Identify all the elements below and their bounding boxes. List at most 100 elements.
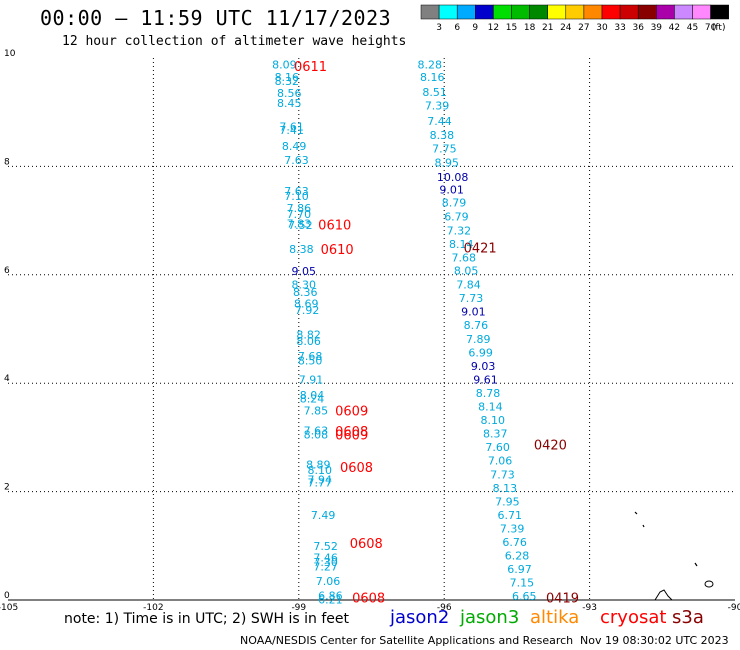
wave-height-label: 7.44 — [427, 115, 452, 128]
wave-height-label: 7.30 — [313, 556, 338, 569]
wave-height-label: 8.30 — [292, 279, 317, 292]
colorbar-label: 33 — [614, 23, 625, 33]
colorbar-swatch — [529, 4, 548, 20]
pass-time-label: 0421 — [464, 242, 497, 257]
wave-height-label: 7.06 — [316, 575, 341, 588]
wave-height-label: 8.38 — [289, 243, 314, 256]
legend-cryosat: cryosat — [600, 607, 667, 628]
wave-height-label: 8.10 — [308, 464, 333, 477]
wave-height-label: 6.21 — [318, 593, 343, 606]
legend-jason2: jason2 — [390, 607, 450, 628]
x-tick-label: -102 — [143, 603, 163, 613]
wave-height-label: 7.63 — [284, 154, 309, 167]
wave-height-label: 8.16 — [275, 71, 300, 84]
x-tick-label: -96 — [437, 603, 452, 613]
wave-height-label: 8.10 — [481, 414, 506, 427]
legend-jason3: jason3 — [460, 607, 520, 628]
pass-time-label: 0608 — [352, 591, 385, 606]
wave-height-label: 7.68 — [451, 251, 476, 264]
x-tick-label: -90 — [728, 603, 740, 613]
wave-height-label: 7.61 — [279, 120, 304, 133]
island-outline — [704, 580, 714, 588]
colorbar-swatch — [456, 4, 476, 20]
x-tick-label: -99 — [291, 603, 306, 613]
wave-height-label: 7.85 — [304, 404, 329, 417]
chart-title: 00:00 — 11:59 UTC 11/17/2023 — [40, 6, 392, 30]
wave-height-label: 7.91 — [299, 373, 324, 386]
wave-height-label: 7.52 — [313, 540, 338, 553]
wave-height-label: 7.89 — [466, 333, 491, 346]
pass-time-label: 0610 — [321, 243, 354, 258]
colorbar-label: 9 — [472, 23, 478, 33]
coastline-segment — [634, 511, 638, 515]
colorbar-label: 39 — [651, 23, 663, 33]
wave-height-label: 7.73 — [459, 292, 484, 305]
wave-height-label: 9.01 — [461, 306, 486, 319]
colorbar-swatch — [637, 4, 657, 20]
wave-height-label: 7.63 — [284, 185, 309, 198]
wave-height-label: 7.39 — [425, 100, 450, 113]
colorbar-label: 21 — [542, 23, 553, 33]
colorbar-swatch — [438, 4, 458, 20]
wave-height-label: 8.08 — [304, 429, 329, 442]
coastline-segment — [654, 589, 673, 601]
colorbar-label: 36 — [632, 23, 644, 33]
wave-height-label: 7.84 — [456, 279, 481, 292]
wave-height-label: 7.77 — [308, 476, 333, 489]
wave-height-label: 8.09 — [272, 59, 297, 72]
wave-height-label: 7.15 — [510, 577, 535, 590]
wave-height-label: 7.41 — [279, 124, 304, 137]
wave-height-label: 8.37 — [483, 428, 508, 441]
y-tick-label: 6 — [4, 266, 10, 276]
wave-height-label: 7.52 — [288, 219, 313, 232]
x-tick-label: -105 — [0, 603, 18, 613]
coastline-segment — [694, 562, 698, 567]
wave-height-label: 7.94 — [308, 474, 333, 487]
wave-height-label: 8.56 — [277, 87, 302, 100]
legend-s3a: s3a — [672, 607, 704, 628]
colorbar-swatch — [547, 4, 567, 20]
wave-height-label: 8.82 — [296, 328, 321, 341]
pass-time-label: 0608 — [350, 537, 383, 552]
wave-height-label: 8.89 — [306, 459, 331, 472]
colorbar-label: 12 — [488, 23, 499, 33]
wave-height-label: 7.63 — [304, 424, 329, 437]
y-tick-labels: 0 2 4 6 8 10 — [4, 49, 16, 601]
wave-height-label: 7.83 — [287, 217, 312, 230]
wave-height-label: 8.14 — [449, 238, 474, 251]
wave-height-label: 7.60 — [485, 441, 510, 454]
wave-height-label: 8.78 — [476, 387, 501, 400]
wave-height-label: 8.14 — [478, 401, 503, 414]
wave-height-label: 7.68 — [298, 350, 323, 363]
colorbar-swatch — [674, 4, 693, 20]
wave-height-label: 6.28 — [505, 550, 530, 563]
wave-height-label: 8.24 — [300, 392, 325, 405]
coastline — [634, 511, 714, 601]
wave-height-label: 8.38 — [430, 129, 455, 142]
wave-height-label: 7.75 — [432, 143, 457, 156]
wave-height-label: 8.49 — [282, 140, 307, 153]
wave-height-values: 8.098.168.328.568.457.617.418.497.637.63… — [272, 59, 536, 607]
colorbar-swatch — [710, 4, 729, 20]
footer-source: NOAA/NESDIS Center for Satellite Applica… — [240, 634, 574, 647]
wave-height-label: 6.97 — [507, 563, 532, 576]
wave-height-label: 7.92 — [295, 304, 320, 317]
wave-height-label: 8.04 — [300, 389, 325, 402]
wave-height-label: 8.36 — [293, 286, 318, 299]
colorbar-label: 6 — [454, 23, 460, 33]
wave-height-label: 7.27 — [313, 560, 338, 573]
colorbar-swatch — [692, 4, 711, 20]
wave-height-label: 8.06 — [296, 335, 321, 348]
pass-time-label: 0419 — [546, 591, 579, 606]
colorbar-swatch — [511, 4, 530, 20]
wave-height-label: 7.46 — [313, 552, 338, 565]
y-tick-label: 2 — [4, 483, 10, 493]
wave-height-label: 8.28 — [418, 59, 443, 72]
colorbar: 3 6 9 12 15 18 21 24 27 30 33 36 39 42 45 70(ft) — [420, 4, 729, 33]
colorbar-label: 18 — [524, 23, 536, 33]
wave-height-label: 8.95 — [435, 157, 460, 170]
colorbar-label: 42 — [669, 23, 680, 33]
wave-height-label: 7.73 — [490, 468, 515, 481]
wave-height-label: 8.79 — [442, 197, 467, 210]
